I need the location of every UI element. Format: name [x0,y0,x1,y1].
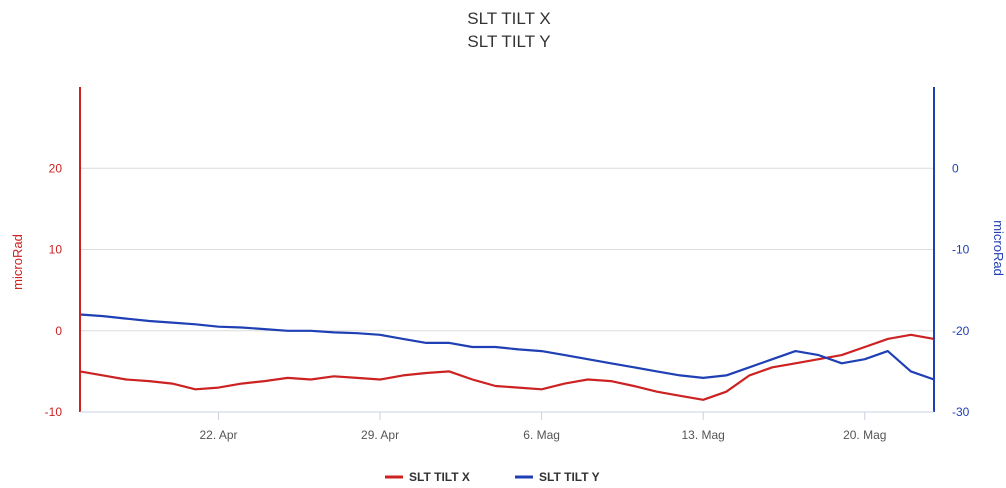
y-left-tick-label: 20 [49,161,63,175]
legend[interactable]: SLT TILT X SLT TILT Y [385,470,600,484]
y-right-axis-label: microRad [991,220,1006,276]
chart-title-line-1: SLT TILT X [467,9,550,28]
y-left-axis-label: microRad [10,234,25,290]
y-right-tick-label: 0 [952,161,959,175]
y-right-tick-label: -20 [952,324,970,338]
ticks: -10 0 10 20 -30 -20 -10 0 22. Apr 29. Apr 6. Mag 13… [45,161,970,442]
x-tick-label: 22. Apr [199,428,237,442]
y-left-tick-label: 10 [49,243,63,257]
y-right-tick-label: -10 [952,243,970,257]
x-tick-label: 13. Mag [682,428,725,442]
series-line-tilt-x [78,333,936,401]
legend-label-x[interactable]: SLT TILT X [409,470,470,484]
series-line-tilt-y [78,313,936,381]
x-tick-label: 20. Mag [843,428,886,442]
y-left-tick-label: -10 [45,405,63,419]
x-tick-label: 29. Apr [361,428,399,442]
chart-title-line-2: SLT TILT Y [467,32,550,51]
legend-label-y[interactable]: SLT TILT Y [539,470,600,484]
series-layer [78,313,936,401]
x-tick-label: 6. Mag [523,428,560,442]
y-left-tick-label: 0 [55,324,62,338]
y-right-tick-label: -30 [952,405,970,419]
grid [80,167,934,332]
